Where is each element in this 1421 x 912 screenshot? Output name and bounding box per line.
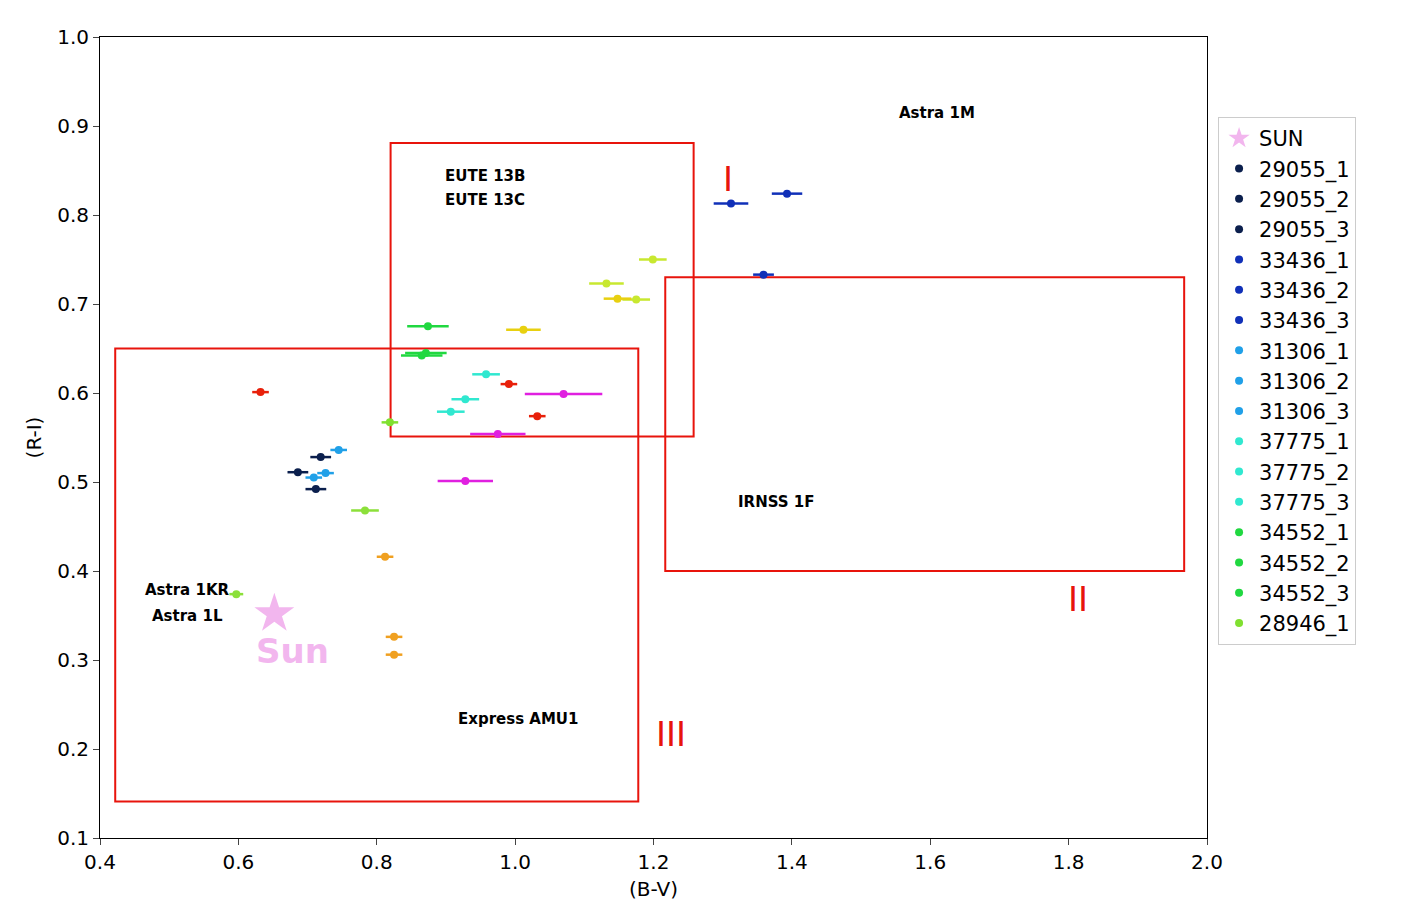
- svg-text:33436_1: 33436_1: [1259, 249, 1350, 274]
- svg-text:(B-V): (B-V): [629, 877, 678, 901]
- svg-text:29055_1: 29055_1: [1259, 158, 1350, 183]
- svg-text:0.7: 0.7: [57, 292, 89, 316]
- svg-text:34552_2: 34552_2: [1259, 552, 1350, 577]
- svg-text:34552_3: 34552_3: [1259, 582, 1350, 607]
- svg-text:37775_3: 37775_3: [1259, 491, 1350, 516]
- svg-text:0.4: 0.4: [84, 850, 116, 874]
- svg-text:28946_1: 28946_1: [1259, 612, 1350, 637]
- svg-text:1.6: 1.6: [914, 850, 946, 874]
- svg-text:1.0: 1.0: [499, 850, 531, 874]
- svg-text:31306_3: 31306_3: [1259, 400, 1350, 425]
- svg-text:Astra 1L: Astra 1L: [152, 607, 223, 625]
- svg-text:IRNSS 1F: IRNSS 1F: [738, 493, 815, 511]
- svg-text:0.8: 0.8: [57, 203, 89, 227]
- svg-text:II: II: [1068, 579, 1088, 619]
- svg-text:0.1: 0.1: [57, 826, 89, 850]
- svg-text:0.6: 0.6: [222, 850, 254, 874]
- svg-text:Sun: Sun: [256, 631, 329, 671]
- svg-text:1.8: 1.8: [1053, 850, 1085, 874]
- svg-text:34552_1: 34552_1: [1259, 521, 1350, 546]
- svg-text:33436_3: 33436_3: [1259, 309, 1350, 334]
- svg-text:2.0: 2.0: [1191, 850, 1223, 874]
- svg-text:0.8: 0.8: [361, 850, 393, 874]
- svg-text:1.4: 1.4: [776, 850, 808, 874]
- svg-text:0.6: 0.6: [57, 381, 89, 405]
- svg-text:III: III: [656, 714, 686, 754]
- svg-text:1.2: 1.2: [638, 850, 670, 874]
- svg-text:37775_1: 37775_1: [1259, 430, 1350, 455]
- svg-text:29055_2: 29055_2: [1259, 188, 1350, 213]
- svg-text:33436_2: 33436_2: [1259, 279, 1350, 304]
- svg-text:EUTE 13B: EUTE 13B: [445, 167, 525, 185]
- svg-text:SUN: SUN: [1259, 127, 1303, 151]
- svg-text:Express AMU1: Express AMU1: [458, 710, 578, 728]
- svg-text:31306_2: 31306_2: [1259, 370, 1350, 395]
- svg-text:EUTE 13C: EUTE 13C: [445, 191, 525, 209]
- svg-text:Astra 1KR: Astra 1KR: [145, 581, 230, 599]
- svg-text:0.3: 0.3: [57, 648, 89, 672]
- svg-text:31306_1: 31306_1: [1259, 340, 1350, 365]
- svg-text:(R-I): (R-I): [22, 417, 46, 459]
- svg-text:37775_2: 37775_2: [1259, 461, 1350, 486]
- svg-text:0.9: 0.9: [57, 114, 89, 138]
- svg-text:0.2: 0.2: [57, 737, 89, 761]
- svg-text:Astra 1M: Astra 1M: [899, 104, 975, 122]
- svg-text:0.5: 0.5: [57, 470, 89, 494]
- svg-text:1.0: 1.0: [57, 25, 89, 49]
- svg-text:29055_3: 29055_3: [1259, 218, 1350, 243]
- svg-text:0.4: 0.4: [57, 559, 89, 583]
- svg-text:I: I: [723, 159, 733, 199]
